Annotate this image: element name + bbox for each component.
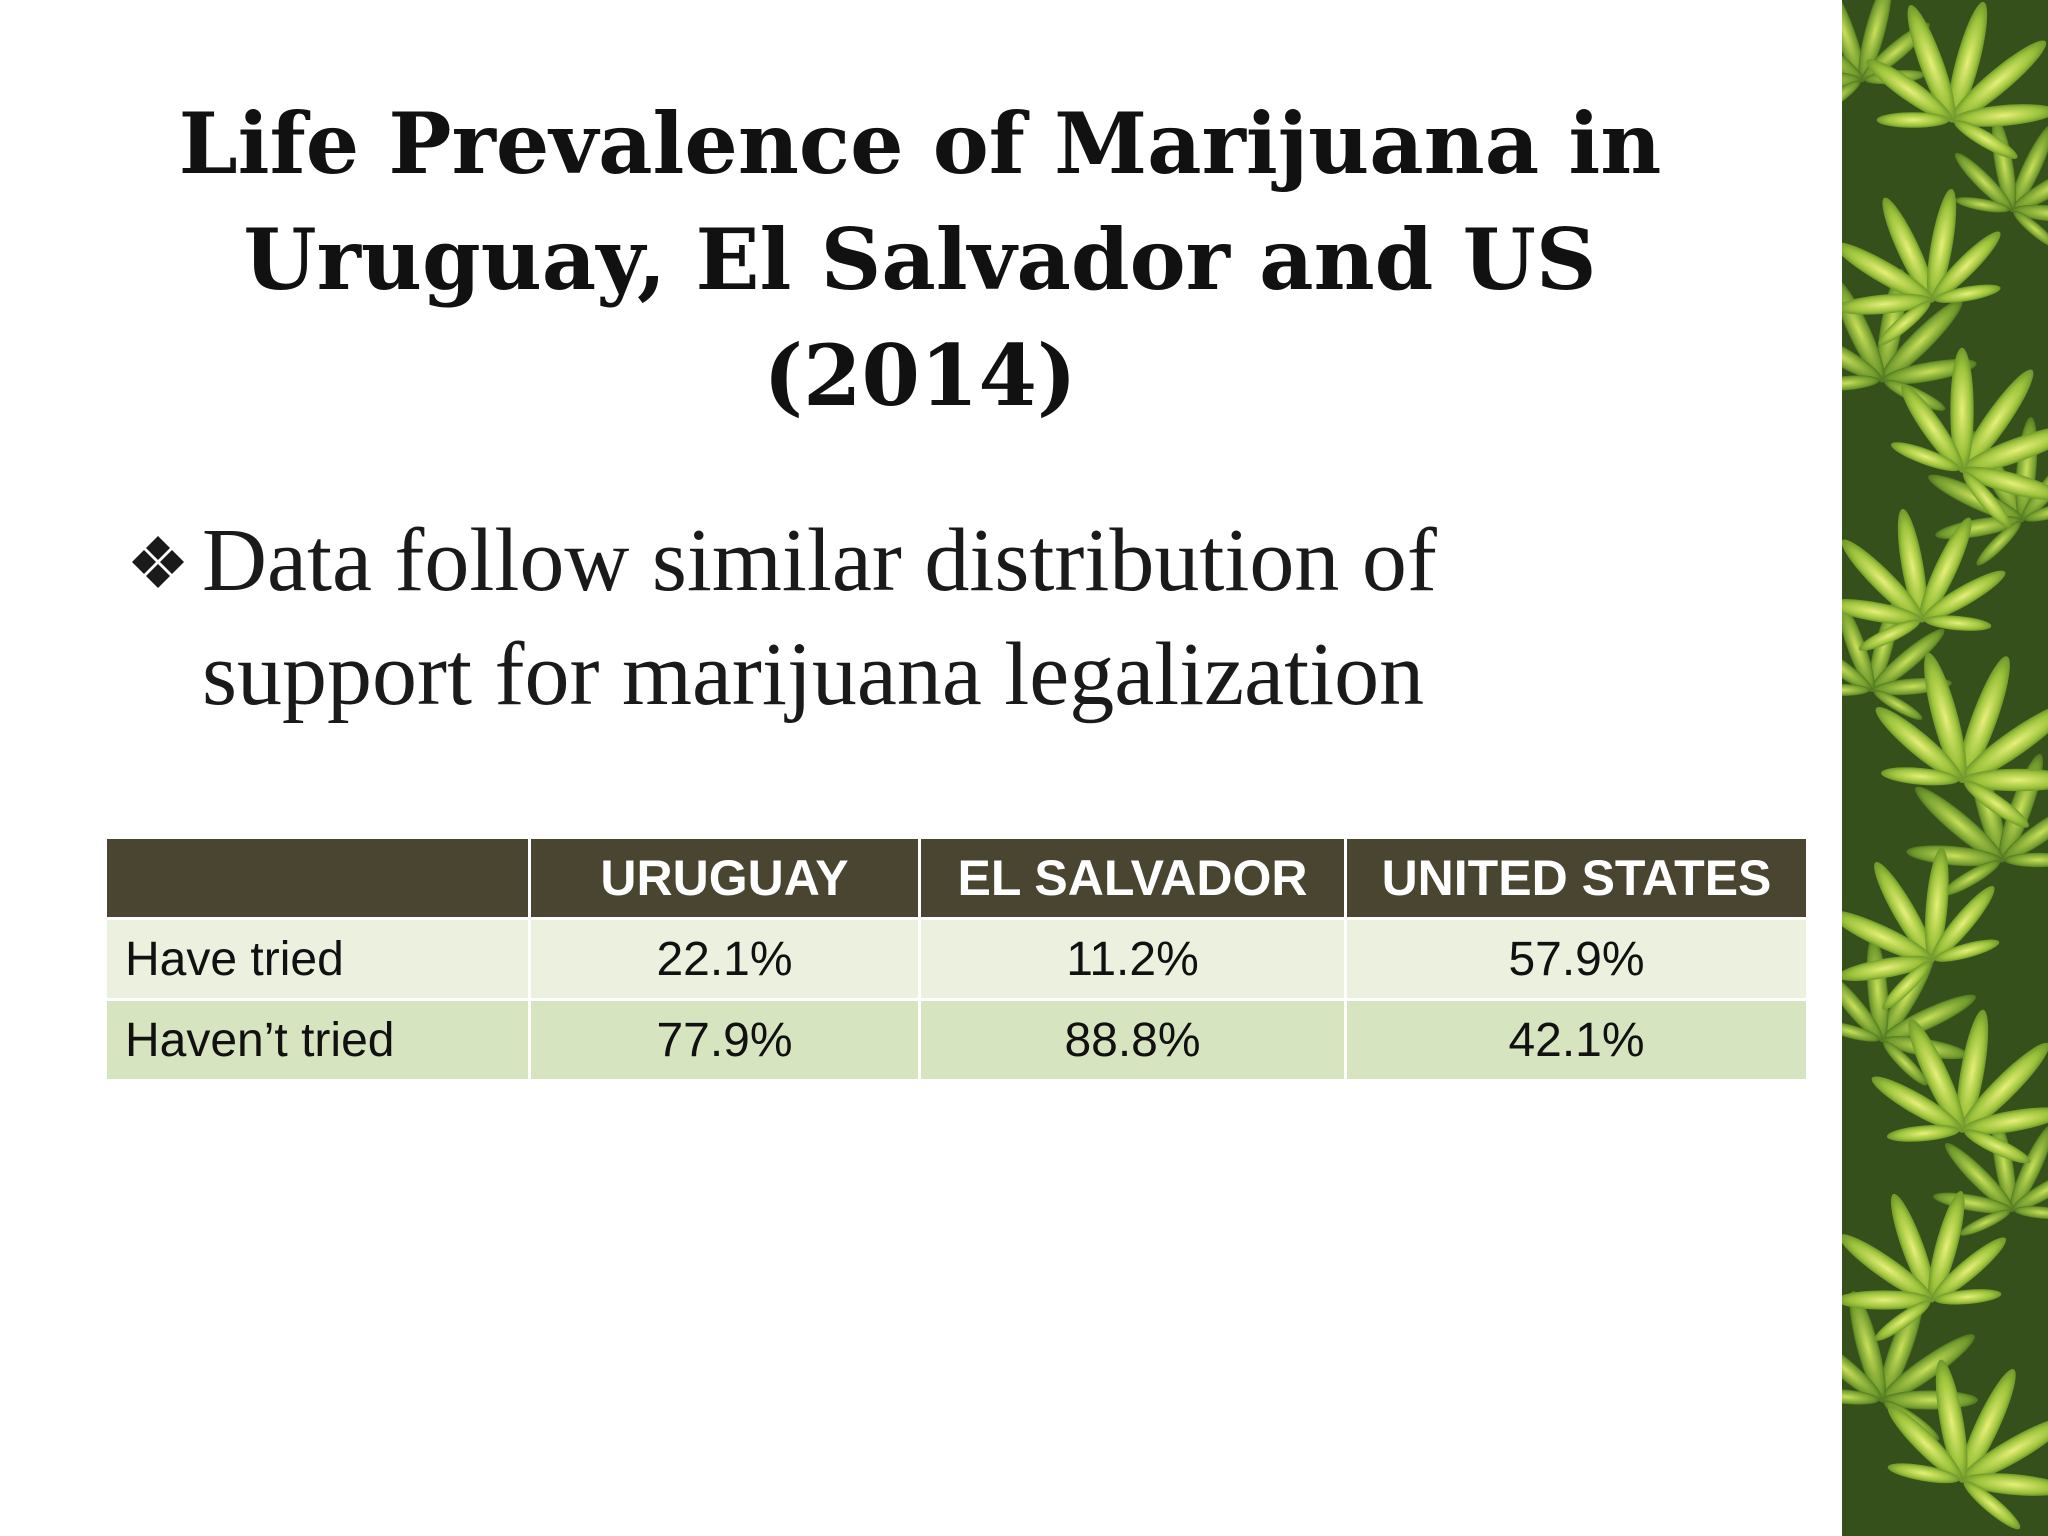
table-cell: 77.9% — [528, 998, 921, 1082]
table-header-el-salvador: EL SALVADOR — [918, 836, 1347, 920]
slide-title: Life Prevalence of Marijuana in Uruguay,… — [120, 86, 1720, 434]
table-cell: 88.8% — [918, 998, 1347, 1082]
table-header-row: URUGUAY EL SALVADOR UNITED STATES — [104, 836, 1809, 920]
bullet-point: Data follow similar distribution of supp… — [130, 504, 1710, 732]
table-header-united-states: UNITED STATES — [1344, 836, 1809, 920]
table-cell: 42.1% — [1344, 998, 1809, 1082]
table-row: Have tried 22.1% 11.2% 57.9% — [104, 917, 1809, 1001]
leaf-pattern — [1842, 0, 2048, 1536]
title-line-1: Life Prevalence of Marijuana in — [178, 94, 1662, 193]
table-cell: 57.9% — [1344, 917, 1809, 1001]
four-diamond-bullet-icon — [132, 536, 184, 588]
bullet-line-2: support for marijuana legalization — [202, 625, 1425, 724]
row-label-have-tried: Have tried — [104, 917, 531, 1001]
title-line-2: Uruguay, El Salvador and US (2014) — [243, 210, 1597, 425]
bullet-line-1: Data follow similar distribution of — [202, 511, 1437, 610]
table-header-empty — [104, 836, 531, 920]
table-cell: 22.1% — [528, 917, 921, 1001]
prevalence-table: URUGUAY EL SALVADOR UNITED STATES Have t… — [104, 836, 1809, 1082]
table-header-uruguay: URUGUAY — [528, 836, 921, 920]
cannabis-leaves-image — [1842, 0, 2048, 1536]
table-cell: 11.2% — [918, 917, 1347, 1001]
row-label-havent-tried: Haven’t tried — [104, 998, 531, 1082]
table-row: Haven’t tried 77.9% 88.8% 42.1% — [104, 998, 1809, 1082]
